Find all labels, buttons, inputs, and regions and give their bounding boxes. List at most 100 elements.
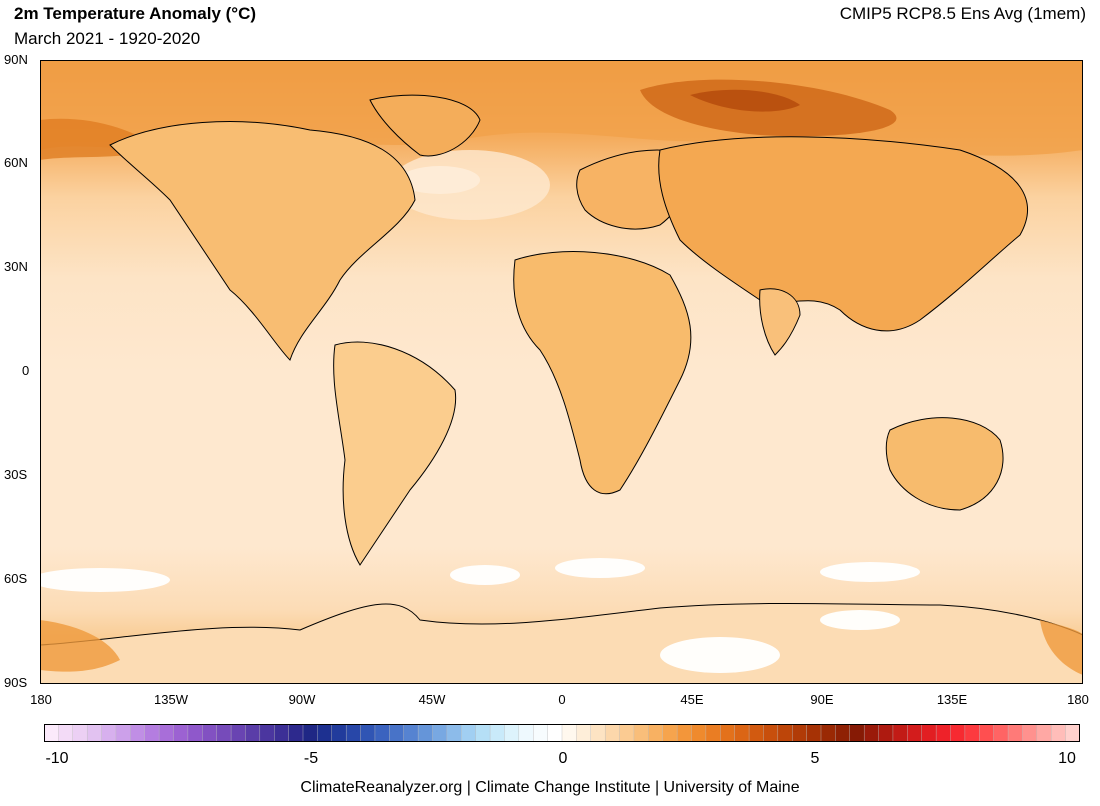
colorbar-swatch	[331, 724, 347, 742]
southern-ocean-cool-patch-4	[820, 562, 920, 582]
colorbar-swatch	[907, 724, 923, 742]
colorbar-swatch	[849, 724, 865, 742]
colorbar-swatch	[259, 724, 275, 742]
colorbar-swatch	[1065, 724, 1080, 742]
australia-land	[885, 417, 1004, 511]
colorbar-swatch	[748, 724, 764, 742]
antarctic-warm-edge-west	[40, 620, 120, 672]
southern-ocean-cool-patch-3	[555, 558, 645, 578]
colorbar-label-pos5: 5	[810, 750, 820, 767]
colorbar-swatch	[461, 724, 477, 742]
colorbar-swatch	[590, 724, 606, 742]
colorbar-swatch	[216, 724, 232, 742]
colorbar-swatch	[878, 724, 894, 742]
colorbar-swatch	[820, 724, 836, 742]
colorbar-swatch	[993, 724, 1009, 742]
colorbar-swatch	[921, 724, 937, 742]
lon-label-90w: 90W	[288, 692, 316, 707]
antarctic-cool-patch	[660, 637, 780, 673]
colorbar-swatch	[58, 724, 74, 742]
colorbar-swatch	[302, 724, 318, 742]
antarctica-land	[40, 602, 1083, 684]
colorbar	[44, 724, 1080, 742]
colorbar-swatch	[1036, 724, 1052, 742]
lon-label-135w: 135W	[154, 692, 188, 707]
colorbar-label-neg5: -5	[303, 750, 319, 767]
colorbar-swatch	[374, 724, 390, 742]
dataset-label: CMIP5 RCP8.5 Ens Avg (1mem)	[839, 4, 1086, 23]
colorbar-swatch	[230, 724, 246, 742]
map-frame	[40, 60, 1083, 684]
credit-footer: ClimateReanalyzer.org | Climate Change I…	[300, 779, 800, 796]
colorbar-swatch	[648, 724, 664, 742]
lat-label-60n: 60N	[4, 155, 28, 170]
lon-label-90e: 90E	[810, 692, 834, 707]
colorbar-label-zero: 0	[558, 750, 568, 767]
colorbar-swatch	[317, 724, 333, 742]
colorbar-swatch	[72, 724, 88, 742]
colorbar-frame	[44, 724, 1080, 742]
colorbar-swatch	[892, 724, 908, 742]
lon-label-45w: 45W	[418, 692, 446, 707]
colorbar-label-max: 10	[1058, 750, 1076, 767]
chart-subtitle: March 2021 - 1920-2020	[14, 29, 201, 48]
asia-land	[658, 136, 1028, 332]
antarctic-warm-edge-east	[1040, 620, 1083, 675]
colorbar-swatch	[676, 724, 692, 742]
colorbar-swatch	[518, 724, 534, 742]
colorbar-swatch	[446, 724, 462, 742]
colorbar-swatch	[158, 724, 175, 742]
colorbar-swatch	[705, 724, 721, 742]
africa-land	[513, 251, 692, 495]
colorbar-swatch	[403, 724, 419, 742]
lon-label-0: 0	[558, 692, 566, 707]
lon-label-135e: 135E	[936, 692, 968, 707]
lat-label-30s: 30S	[4, 467, 28, 482]
colorbar-swatch	[763, 724, 779, 742]
lon-label-45e: 45E	[680, 692, 704, 707]
colorbar-swatch	[432, 724, 448, 742]
lat-label-0: 0	[22, 363, 30, 378]
colorbar-swatch	[187, 724, 203, 742]
lat-label-90n: 90N	[4, 52, 28, 67]
colorbar-swatch	[662, 724, 678, 742]
colorbar-swatch	[633, 724, 649, 742]
lon-label-180e: 180	[1067, 692, 1089, 707]
colorbar-swatch	[86, 724, 103, 742]
colorbar-swatch	[792, 724, 808, 742]
colorbar-swatch	[101, 724, 117, 742]
colorbar-swatch	[1022, 724, 1038, 742]
greenland-land	[369, 94, 481, 157]
colorbar-swatch	[115, 724, 131, 742]
colorbar-swatch	[389, 724, 405, 742]
colorbar-swatch	[576, 724, 592, 742]
colorbar-swatch	[360, 724, 376, 742]
colorbar-swatch	[720, 724, 736, 742]
colorbar-swatch	[274, 724, 290, 742]
colorbar-swatch	[288, 724, 304, 742]
southern-ocean-cool-patch-1	[40, 568, 170, 592]
north-atlantic-light-patch	[390, 150, 550, 220]
colorbar-swatch	[863, 724, 880, 742]
north-america-land	[109, 121, 416, 361]
india-land	[759, 288, 801, 356]
kara-sea-hot-spot	[690, 89, 800, 112]
colorbar-swatch	[777, 724, 793, 742]
colorbar-swatch	[489, 724, 505, 742]
colorbar-swatch	[1051, 724, 1067, 742]
colorbar-swatch	[835, 724, 851, 742]
colorbar-swatch	[950, 724, 966, 742]
colorbar-swatch	[130, 724, 146, 742]
colorbar-swatch	[691, 724, 707, 742]
colorbar-swatch	[475, 724, 491, 742]
colorbar-swatch	[604, 724, 621, 742]
colorbar-swatch	[504, 724, 520, 742]
colorbar-swatch	[173, 724, 189, 742]
colorbar-swatch	[44, 724, 59, 742]
colorbar-swatch	[979, 724, 995, 742]
colorbar-swatch	[1007, 724, 1023, 742]
temperature-anomaly-map	[40, 60, 1083, 684]
colorbar-swatch	[417, 724, 433, 742]
antarctic-cool-patch-2	[820, 610, 900, 630]
southern-ocean-cool-patch-2	[450, 565, 520, 585]
